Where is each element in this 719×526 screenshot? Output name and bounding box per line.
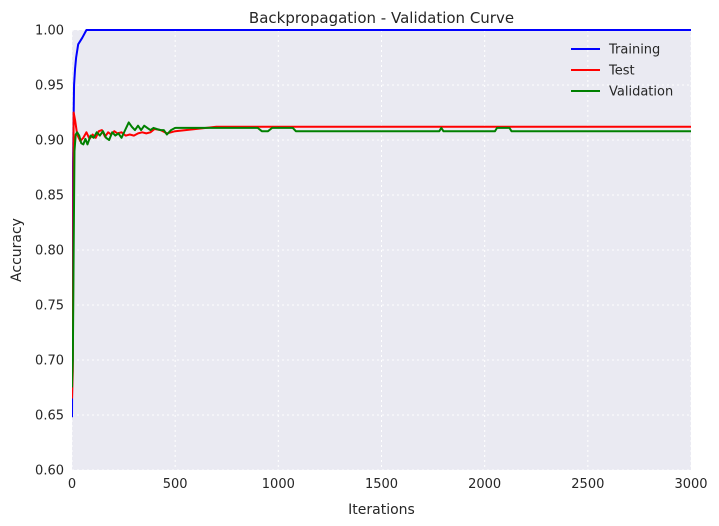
x-tick-label: 2500 <box>571 477 604 492</box>
y-tick-label: 0.70 <box>35 354 64 369</box>
x-tick-label: 0 <box>68 477 76 492</box>
x-tick-label: 1000 <box>262 477 295 492</box>
legend-label-test: Test <box>608 64 635 79</box>
y-tick-label: 0.95 <box>35 79 64 94</box>
x-tick-label: 2000 <box>468 477 501 492</box>
x-tick-label: 3000 <box>674 477 707 492</box>
grid-lines <box>71 29 692 471</box>
y-tick-label: 0.90 <box>35 134 64 149</box>
y-axis-label: Accuracy <box>9 218 25 282</box>
x-tick-label: 500 <box>163 477 188 492</box>
x-axis-label: Iterations <box>348 502 415 518</box>
x-axis-ticks: 0 500 1000 1500 2000 2500 3000 <box>68 477 708 492</box>
y-axis-ticks: 0.60 0.65 0.70 0.75 0.80 0.85 0.90 0.95 1.00 <box>35 24 64 479</box>
y-tick-label: 0.60 <box>35 464 64 479</box>
series-line-validation <box>72 121 691 388</box>
y-tick-label: 0.80 <box>35 244 64 259</box>
legend-label-training: Training <box>608 43 660 58</box>
chart-title: Backpropagation - Validation Curve <box>249 9 514 27</box>
legend: Training Test Validation <box>571 43 673 100</box>
y-tick-label: 0.85 <box>35 189 64 204</box>
legend-label-validation: Validation <box>609 85 673 100</box>
y-tick-label: 1.00 <box>35 24 64 39</box>
series-lines <box>72 29 691 418</box>
x-tick-label: 1500 <box>365 477 398 492</box>
y-tick-label: 0.65 <box>35 409 64 424</box>
y-tick-label: 0.75 <box>35 299 64 314</box>
